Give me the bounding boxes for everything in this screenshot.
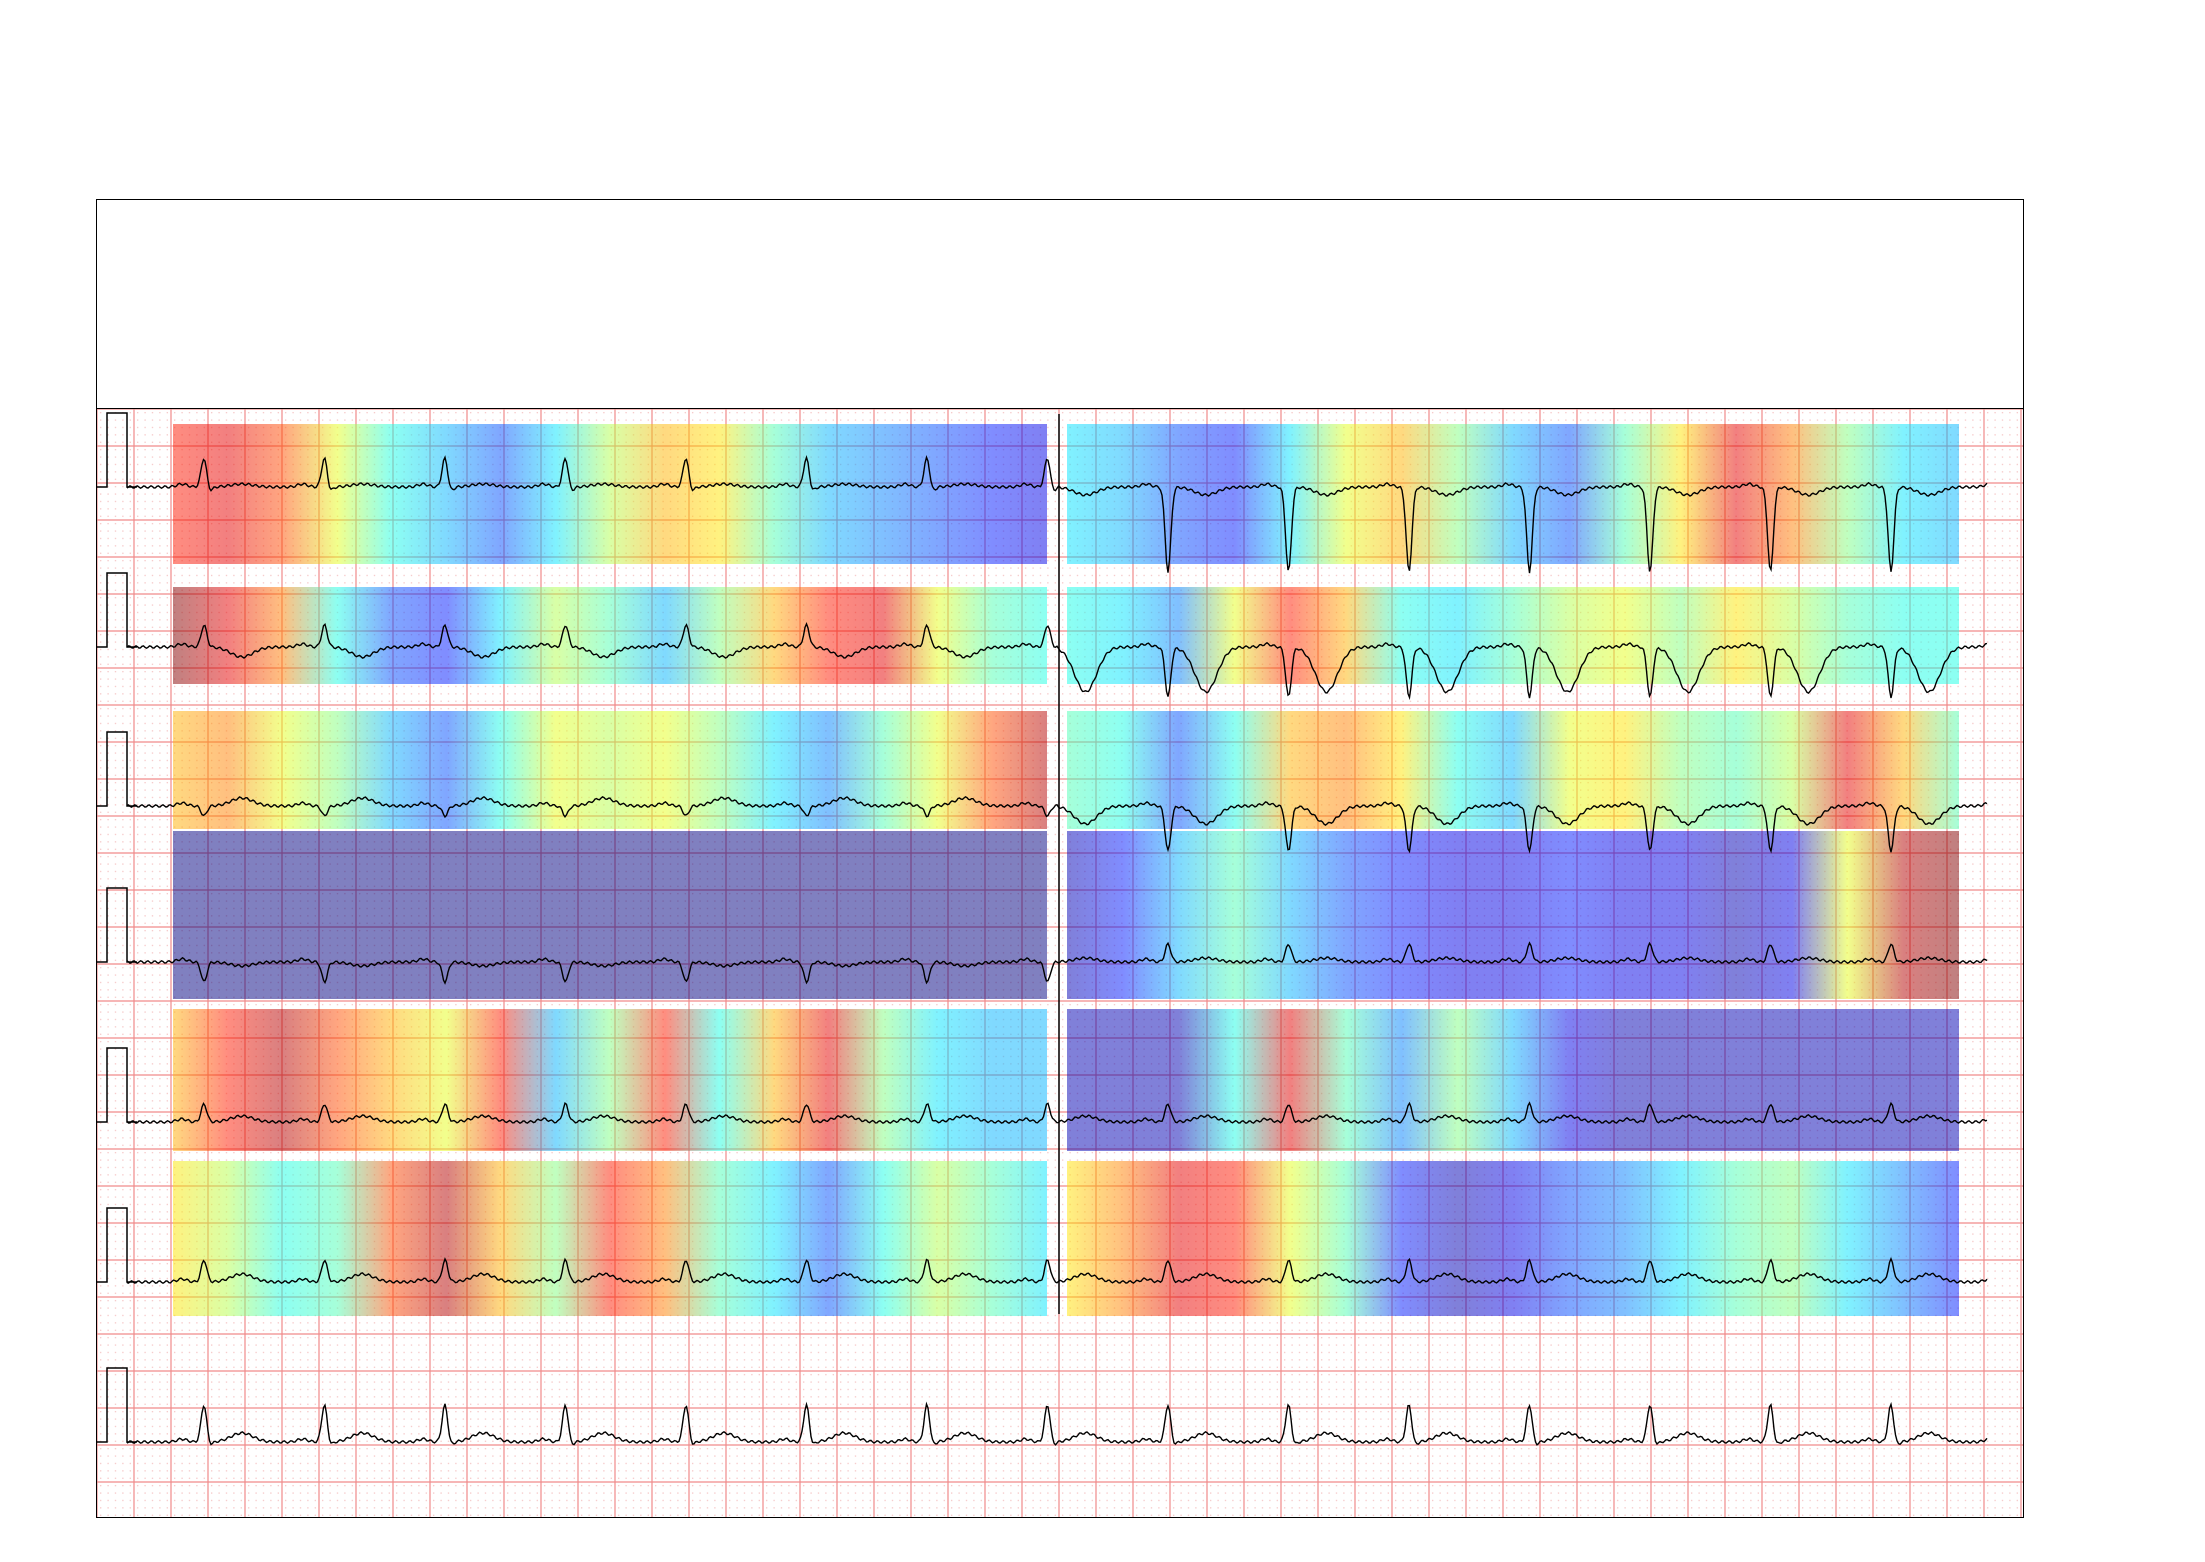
calibration-pulse-row-4	[97, 887, 137, 963]
report-header-box	[97, 200, 2023, 409]
heatmap-lead-3-seg-2	[1067, 711, 1959, 829]
ecg-traces	[126, 414, 1988, 1446]
calibration-pulse-row-7	[97, 1367, 137, 1443]
ecg-report-frame	[96, 199, 2024, 1518]
ecg-trace-row-6	[126, 1256, 1988, 1285]
heatmap-lead-6-seg-2	[1067, 1161, 1959, 1316]
calibration-pulse-row-1	[97, 412, 137, 488]
heatmap-lead-2-seg-1	[173, 587, 1047, 684]
attribution-heatmaps	[173, 424, 1959, 1316]
calibration-pulse-row-5	[97, 1047, 137, 1123]
ecg-trace-row-4	[126, 941, 1988, 985]
heatmap-lead-3-seg-1	[173, 711, 1047, 829]
heatmap-lead-5-seg-2	[1067, 1009, 1959, 1151]
heatmap-lead-5-seg-1	[173, 1009, 1047, 1151]
ecg-trace-row-7	[126, 1401, 1988, 1446]
calibration-pulse-row-6	[97, 1207, 137, 1283]
calibration-pulse-row-3	[97, 731, 137, 807]
ecg-paper	[97, 409, 2023, 1517]
calibration-pulses	[97, 412, 137, 1443]
heatmap-lead-6-seg-1	[173, 1161, 1047, 1316]
heatmap-lead-4-seg-2	[1067, 831, 1959, 999]
calibration-pulse-row-2	[97, 572, 137, 648]
ecg-trace-row-1	[126, 455, 1988, 574]
ecg-trace-row-2	[126, 622, 1988, 701]
ecg-trace-row-3	[126, 795, 1988, 854]
heatmap-lead-1-seg-1	[173, 424, 1047, 564]
ecg-trace-row-5	[126, 1101, 1988, 1125]
heatmap-lead-4-seg-1	[173, 831, 1047, 999]
heatmap-lead-2-seg-2	[1067, 587, 1959, 684]
